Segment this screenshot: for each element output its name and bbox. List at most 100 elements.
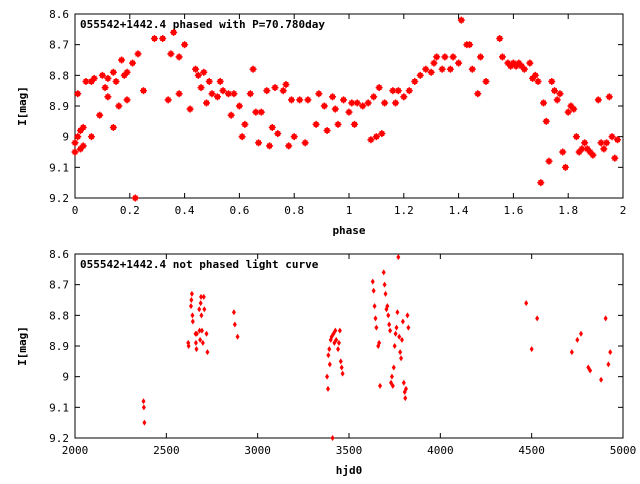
unphased-data-point	[406, 324, 411, 331]
unphased-data-point	[338, 358, 343, 365]
phased-data-point	[614, 136, 622, 144]
phased-data-point	[329, 93, 337, 101]
phased-x-tick-label: 0	[72, 204, 79, 217]
unphased-data-point	[231, 309, 236, 316]
unphased-x-tick-label: 3000	[244, 444, 271, 457]
unphased-data-point	[386, 312, 391, 319]
unphased-y-tick-label: 9	[62, 371, 69, 384]
phased-x-axis-label: phase	[332, 224, 365, 237]
unphased-data-point	[198, 336, 203, 343]
unphased-y-tick-label: 8.6	[49, 248, 69, 261]
phased-data-points	[71, 16, 622, 202]
unphased-data-point	[603, 315, 608, 322]
phased-data-point	[285, 142, 293, 150]
phased-data-point	[197, 84, 205, 92]
phased-data-point	[79, 142, 87, 150]
unphased-data-point	[189, 297, 194, 303]
phased-data-point	[498, 53, 506, 61]
phased-data-point	[268, 123, 276, 131]
phased-data-point	[213, 93, 221, 101]
phased-data-point	[561, 163, 569, 171]
phased-x-tick-label: 1.6	[503, 204, 523, 217]
phased-data-point	[129, 59, 137, 67]
phased-data-point	[468, 65, 476, 73]
phased-data-point	[411, 77, 419, 85]
unphased-x-tick-label: 3500	[336, 444, 363, 457]
unphased-data-point	[535, 315, 540, 322]
phased-data-point	[381, 99, 389, 107]
phased-data-point	[375, 84, 383, 92]
phased-data-point	[455, 59, 463, 67]
unphased-data-point	[374, 324, 379, 331]
phased-data-point	[74, 90, 82, 98]
phased-data-point	[282, 81, 290, 89]
unphased-data-point	[524, 300, 529, 307]
phased-x-tick-label: 2	[620, 204, 627, 217]
phased-data-point	[340, 96, 348, 104]
phased-data-point	[104, 93, 112, 101]
phased-data-point	[79, 123, 87, 131]
unphased-data-point	[202, 306, 207, 313]
unphased-data-point	[388, 327, 393, 334]
phased-data-point	[559, 148, 567, 156]
phased-data-point	[477, 53, 485, 61]
phased-data-point	[605, 93, 613, 101]
phased-data-point	[255, 139, 263, 147]
phased-data-point	[600, 145, 608, 153]
phased-x-tick-label: 0.8	[284, 204, 304, 217]
phased-data-point	[175, 53, 183, 61]
unphased-data-point	[390, 382, 395, 389]
phased-data-point	[405, 87, 413, 95]
phased-data-point	[312, 120, 320, 128]
unphased-plot-frame	[74, 253, 624, 439]
phased-axis-ticks: 0 0.2 0.4 0.6 0.8 1 1.2 1.4 1.6 1.8 2 8.6 8.7 8.8 8.9 9…	[49, 8, 626, 217]
phased-y-tick-label: 9.2	[49, 192, 69, 205]
phased-data-point	[572, 133, 580, 141]
unphased-data-point	[399, 355, 404, 362]
phased-data-point	[353, 99, 361, 107]
phased-data-point	[603, 139, 611, 147]
phased-data-point	[290, 133, 298, 141]
unphased-data-point	[394, 324, 399, 331]
phased-data-point	[216, 77, 224, 85]
unphased-data-point	[336, 339, 341, 346]
phased-x-tick-label: 1.2	[394, 204, 414, 217]
phased-data-point	[227, 111, 235, 119]
unphased-axis-ticks: 2000 2500 3000 3500 4000 4500 5000 8.6 8.7 8.8 8.9…	[49, 248, 636, 457]
phased-data-point	[551, 87, 558, 95]
phased-y-tick-label: 9	[62, 131, 69, 144]
unphased-data-point	[391, 364, 396, 371]
phased-data-point	[520, 65, 528, 73]
phased-x-tick-label: 0.6	[229, 204, 249, 217]
phased-data-point	[167, 50, 175, 58]
unphased-plot-title: 055542+1442.4 not phased light curve	[80, 258, 319, 271]
phased-data-point	[181, 41, 189, 49]
unphased-data-point	[232, 321, 237, 328]
phased-data-point	[496, 35, 504, 43]
phased-data-point	[192, 65, 200, 73]
phased-data-point	[611, 154, 619, 162]
unphased-data-point	[336, 346, 341, 353]
unphased-y-tick-label: 9.2	[49, 432, 69, 445]
phased-data-point	[301, 139, 309, 147]
phased-data-point	[416, 71, 424, 79]
unphased-data-point	[204, 330, 209, 337]
phased-plot: 055542+1442.4 phased with P=70.780day ph…	[16, 8, 626, 237]
unphased-data-point	[403, 395, 408, 402]
phased-data-point	[323, 127, 331, 135]
phased-data-point	[320, 102, 328, 110]
phased-data-point	[359, 102, 367, 110]
phased-data-point	[131, 194, 139, 202]
phased-x-tick-label: 0.2	[120, 204, 140, 217]
unphased-data-point	[578, 330, 583, 337]
phased-y-tick-label: 9.1	[49, 161, 69, 174]
phased-data-point	[540, 99, 548, 107]
phased-data-point	[246, 90, 254, 98]
phased-data-point	[90, 74, 98, 82]
unphased-data-point	[193, 339, 198, 346]
phased-data-point	[96, 111, 104, 119]
phased-data-point	[159, 35, 167, 43]
unphased-data-point	[529, 346, 534, 353]
unphased-data-point	[397, 333, 402, 340]
phased-data-point	[441, 53, 449, 61]
